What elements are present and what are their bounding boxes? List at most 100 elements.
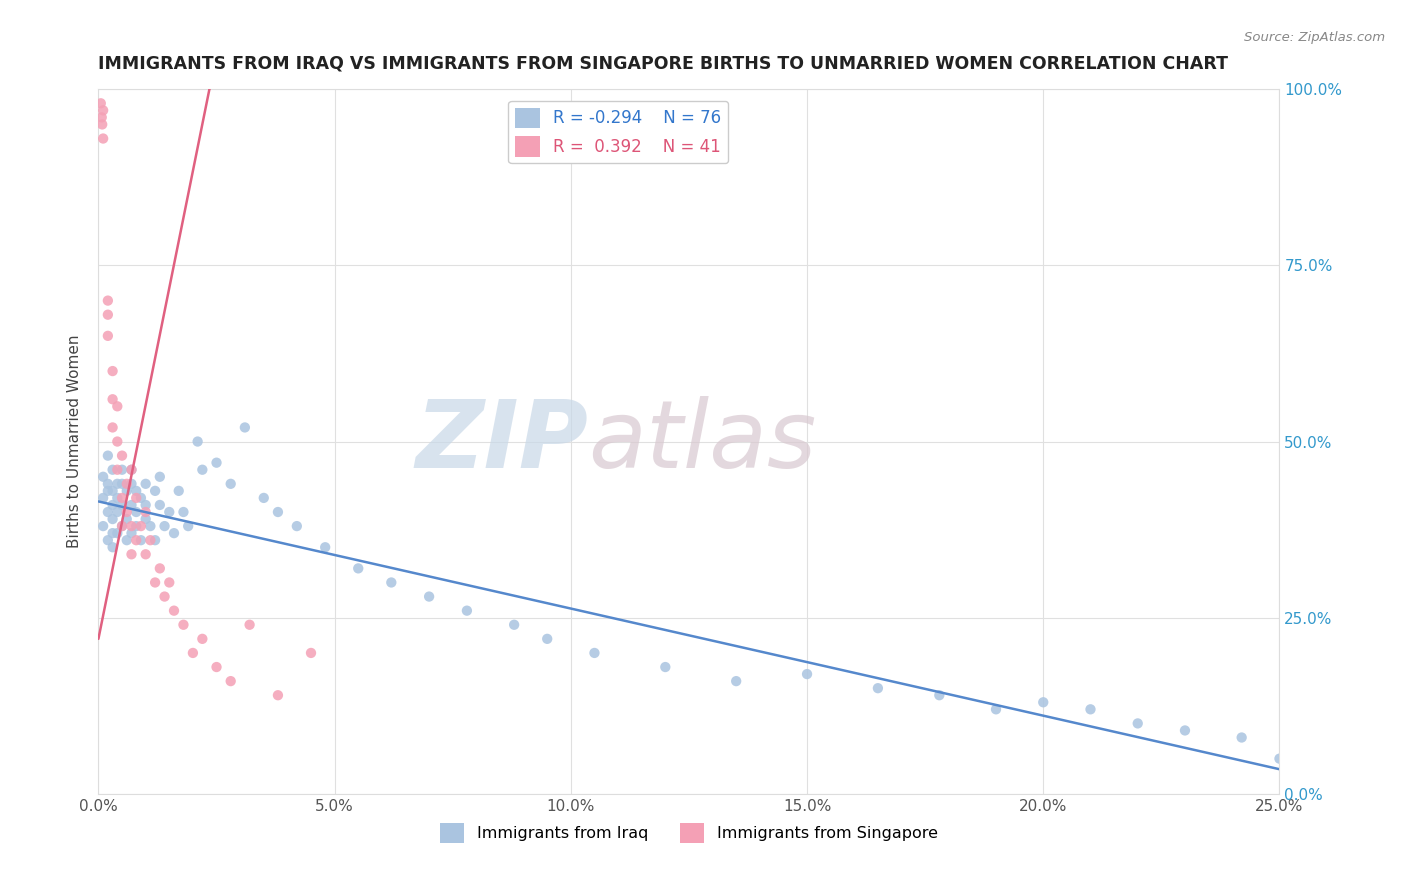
Point [1174,723,1197,738]
Point [91,103,114,118]
Point [90,111,112,125]
Point [725,674,748,689]
Point [163,526,186,541]
Point [101,392,124,407]
Point [111,449,134,463]
Point [135,498,157,512]
Text: IMMIGRANTS FROM IRAQ VS IMMIGRANTS FROM SINGAPORE BIRTHS TO UNMARRIED WOMEN CORR: IMMIGRANTS FROM IRAQ VS IMMIGRANTS FROM … [98,54,1229,72]
Legend: Immigrants from Iraq, Immigrants from Singapore: Immigrants from Iraq, Immigrants from Si… [433,817,945,849]
Point [418,590,440,604]
Point [111,498,134,512]
Point [177,519,200,533]
Point [219,476,242,491]
Point [1126,716,1149,731]
Point [111,519,134,533]
Point [129,519,152,533]
Point [135,476,157,491]
Point [139,519,162,533]
Point [347,561,370,575]
Point [111,491,134,505]
Point [205,660,228,674]
Point [105,526,128,541]
Point [101,364,124,378]
Point [105,463,128,477]
Point [135,512,157,526]
Point [153,519,176,533]
Point [115,476,138,491]
Point [129,533,152,548]
Point [299,646,322,660]
Point [149,498,172,512]
Point [91,117,114,131]
Point [536,632,558,646]
Y-axis label: Births to Unmarried Women: Births to Unmarried Women [67,334,83,549]
Point [125,519,148,533]
Point [205,456,228,470]
Point [91,469,114,483]
Point [97,533,120,548]
Point [101,526,124,541]
Text: Source: ZipAtlas.com: Source: ZipAtlas.com [1244,31,1385,45]
Point [121,526,143,541]
Point [97,328,120,343]
Text: atlas: atlas [589,396,817,487]
Point [866,681,889,696]
Point [163,604,186,618]
Point [91,519,114,533]
Point [101,463,124,477]
Point [115,512,138,526]
Point [101,512,124,526]
Point [121,498,143,512]
Point [191,463,214,477]
Point [97,449,120,463]
Point [90,96,112,111]
Point [105,399,128,413]
Point [191,632,214,646]
Text: ZIP: ZIP [416,395,589,488]
Point [157,575,180,590]
Point [143,533,166,548]
Point [285,519,308,533]
Point [253,491,276,505]
Point [928,688,950,702]
Point [101,483,124,498]
Point [167,483,190,498]
Point [267,688,290,702]
Point [796,667,818,681]
Point [111,463,134,477]
Point [91,491,114,505]
Point [172,505,194,519]
Point [172,617,194,632]
Point [139,533,162,548]
Point [101,541,124,555]
Point [125,491,148,505]
Point [121,463,143,477]
Point [503,617,526,632]
Point [97,476,120,491]
Point [267,505,290,519]
Point [1230,731,1253,745]
Point [984,702,1007,716]
Point [115,505,138,519]
Point [101,498,124,512]
Point [314,541,336,555]
Point [149,469,172,483]
Point [380,575,402,590]
Point [105,476,128,491]
Point [157,505,180,519]
Point [1032,695,1054,709]
Point [583,646,606,660]
Point [121,547,143,561]
Point [1268,751,1291,765]
Point [111,519,134,533]
Point [121,476,143,491]
Point [233,420,256,434]
Point [125,483,148,498]
Point [97,308,120,322]
Point [97,293,120,308]
Point [97,483,120,498]
Point [654,660,676,674]
Point [97,505,120,519]
Point [105,434,128,449]
Point [101,420,124,434]
